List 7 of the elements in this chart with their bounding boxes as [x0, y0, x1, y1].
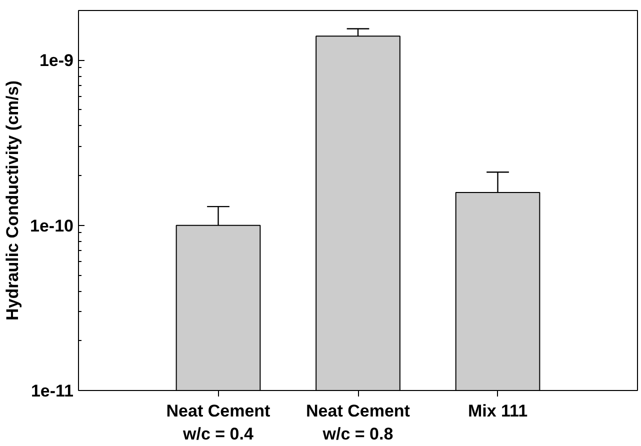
x-tick-label: Neat Cement w/c = 0.8 — [306, 402, 410, 444]
y-axis-title: Hydraulic Conductivity (cm/s) — [3, 80, 22, 320]
y-tick-label: 1e-9 — [39, 51, 74, 70]
x-tick-label: Mix 111 — [468, 402, 528, 420]
y-tick-label: 1e-10 — [30, 216, 74, 236]
y-tick-label: 1e-11 — [30, 382, 74, 400]
x-tick-label: Neat Cement w/c = 0.4 — [166, 402, 271, 444]
